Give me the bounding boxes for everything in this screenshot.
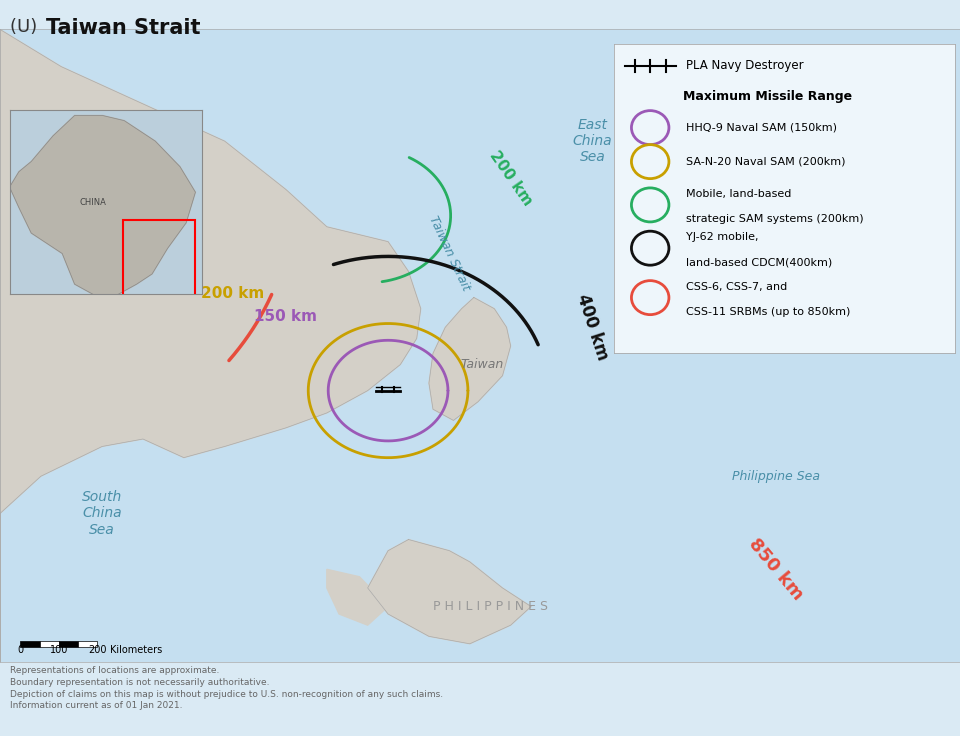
- Text: 200: 200: [88, 645, 107, 655]
- Text: 200 km: 200 km: [202, 286, 264, 301]
- Text: CSS-11 SRBMs (up to 850km): CSS-11 SRBMs (up to 850km): [686, 307, 851, 316]
- Text: Philippine Sea: Philippine Sea: [732, 470, 820, 483]
- Text: East
China
Sea: East China Sea: [572, 118, 612, 164]
- Text: PLA Navy Destroyer: PLA Navy Destroyer: [686, 60, 804, 72]
- Text: Taiwan: Taiwan: [461, 358, 504, 371]
- Text: Representations of locations are approximate.
Boundary representation is not nec: Representations of locations are approxi…: [10, 666, 443, 710]
- Text: Maximum Missile Range: Maximum Missile Range: [683, 91, 852, 103]
- Polygon shape: [368, 539, 531, 644]
- Polygon shape: [326, 570, 388, 625]
- Text: South
China
Sea: South China Sea: [82, 490, 122, 537]
- Text: 400 km: 400 km: [573, 292, 612, 363]
- Polygon shape: [10, 116, 196, 294]
- Text: Kilometers: Kilometers: [109, 645, 162, 655]
- Text: 150 km: 150 km: [254, 308, 318, 324]
- Text: HHQ-9 Naval SAM (150km): HHQ-9 Naval SAM (150km): [686, 123, 837, 132]
- Text: YJ-62 mobile,: YJ-62 mobile,: [686, 233, 758, 242]
- Text: CHINA: CHINA: [132, 206, 194, 225]
- Text: 850 km: 850 km: [745, 535, 807, 604]
- Text: SA-N-20 Naval SAM (200km): SA-N-20 Naval SAM (200km): [686, 157, 846, 166]
- Text: 0: 0: [17, 645, 23, 655]
- Text: Taiwan Strait: Taiwan Strait: [46, 18, 201, 38]
- Text: 100: 100: [50, 645, 68, 655]
- Text: land-based CDCM(400km): land-based CDCM(400km): [686, 257, 832, 267]
- Polygon shape: [0, 29, 420, 662]
- Text: Taiwan Strait: Taiwan Strait: [426, 213, 472, 292]
- Bar: [123, 220, 196, 307]
- Text: P H I L I P P I N E S: P H I L I P P I N E S: [433, 600, 548, 613]
- Text: CSS-6, CSS-7, and: CSS-6, CSS-7, and: [686, 282, 787, 291]
- Text: (U): (U): [10, 18, 42, 36]
- Text: Mobile, land-based: Mobile, land-based: [686, 189, 791, 199]
- Text: strategic SAM systems (200km): strategic SAM systems (200km): [686, 214, 864, 224]
- Text: 200 km: 200 km: [487, 148, 535, 208]
- Polygon shape: [429, 297, 511, 420]
- Text: CHINA: CHINA: [80, 198, 107, 207]
